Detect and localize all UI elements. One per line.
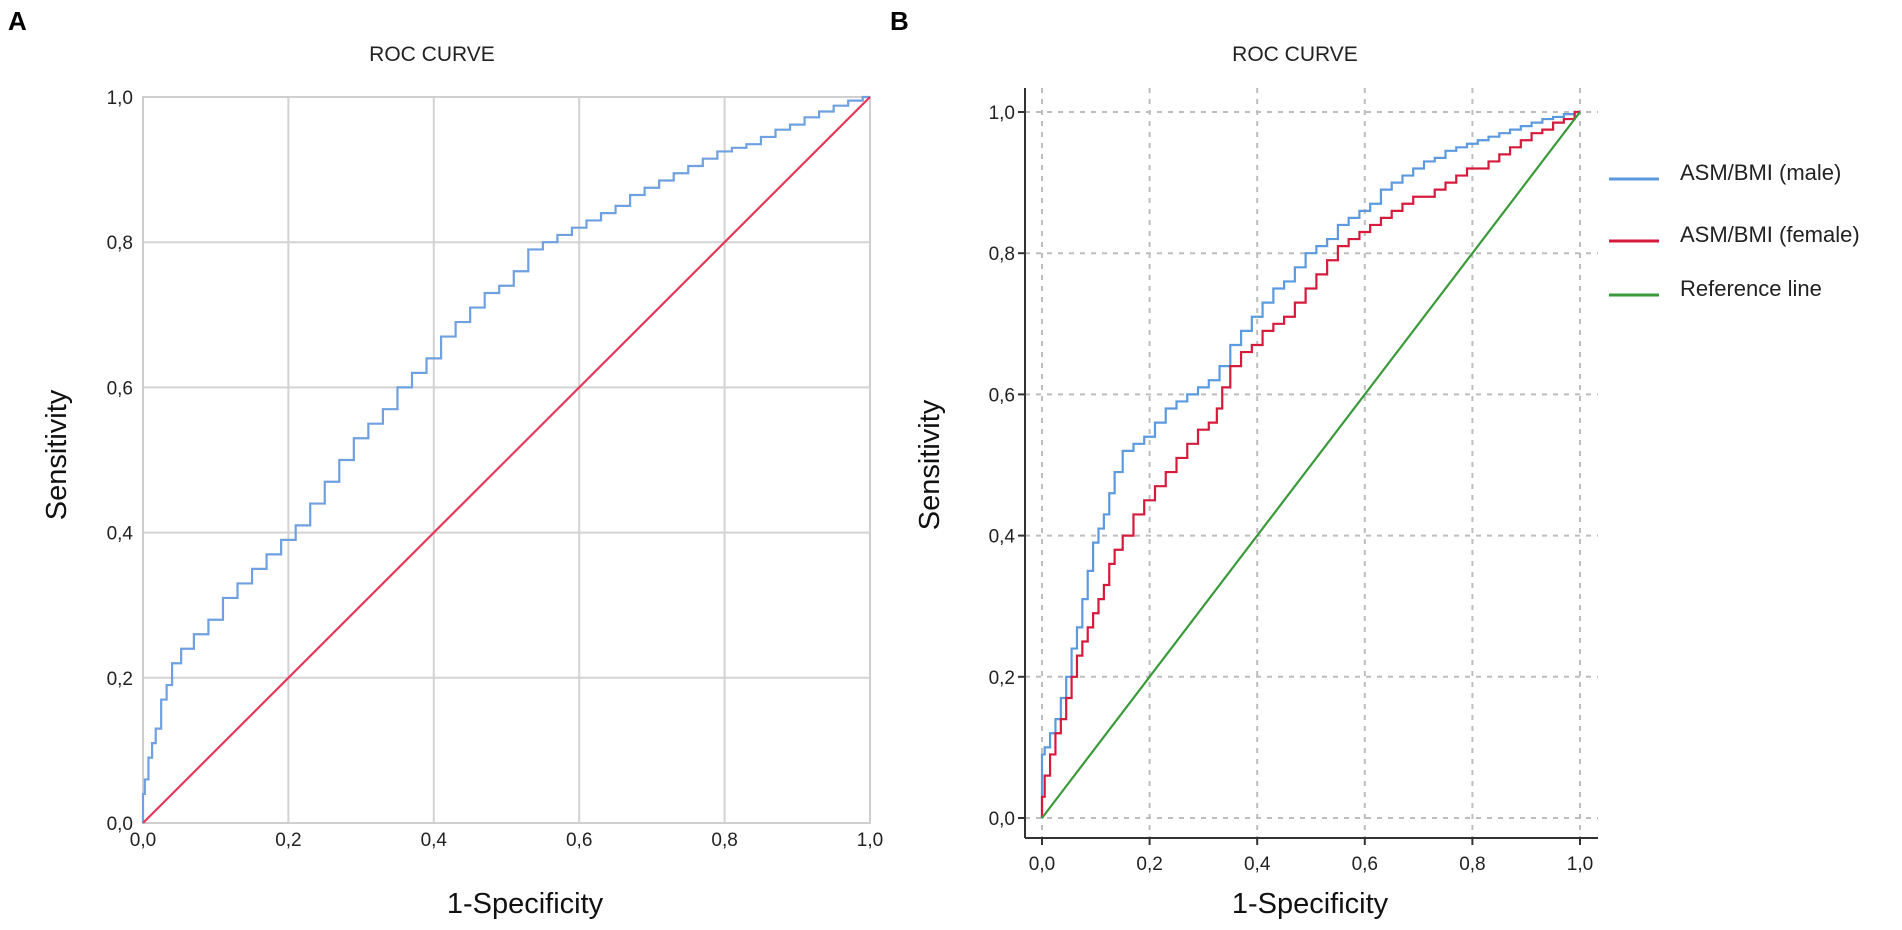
x-tick-label: 0,4 [1244, 854, 1271, 875]
panel-a-title: ROC CURVE [369, 43, 495, 66]
x-tick-label: 0,2 [275, 830, 301, 851]
x-tick-label: 0,8 [711, 830, 737, 851]
y-tick-label: 0,4 [107, 524, 134, 545]
y-tick-label: 0,2 [107, 669, 133, 690]
plot-frame [142, 96, 871, 824]
legend-label-asm-bmi-female: ASM/BMI (female) [1680, 222, 1860, 247]
y-tick-label: 0,6 [107, 378, 133, 399]
y-tick-label: 0,2 [989, 668, 1015, 689]
y-tick-label: 1,0 [989, 103, 1015, 124]
panel-b-legend: ASM/BMI (male) ASM/BMI (female) Reference … [1609, 160, 1860, 301]
x-tick-label: 0,6 [1352, 854, 1378, 875]
panel-a-y-ticks: 0,0 0,2 0,4 0,6 0,8 1,0 [107, 88, 134, 835]
panel-a-x-axis-label: 1-Specificity [447, 888, 604, 920]
x-tick-label: 0,2 [1136, 854, 1162, 875]
panel-a-y-axis-label: Sensitivity [41, 389, 73, 520]
panel-b-y-ticks: 0,0 0,2 0,4 0,6 0,8 1,0 [989, 103, 1016, 830]
panel-b-x-axis-label: 1-Specificity [1232, 888, 1389, 920]
panel-letter-b: B [890, 6, 909, 36]
series-line-reference [142, 96, 871, 824]
panel-b-grid [1018, 88, 1598, 845]
series-line-roc [141, 95, 870, 823]
legend-label-reference-line: Reference line [1680, 276, 1822, 301]
x-tick-label: 0,0 [130, 830, 156, 851]
y-tick-label: 1,0 [107, 88, 133, 109]
x-tick-label: 1,0 [1567, 854, 1593, 875]
y-tick-label: 0,8 [107, 233, 133, 254]
panel-b-title: ROC CURVE [1232, 43, 1358, 66]
y-tick-label: 0,4 [989, 527, 1016, 548]
panel-a-x-ticks: 0,0 0,2 0,4 0,6 0,8 1,0 [130, 830, 883, 851]
x-tick-label: 0,6 [566, 830, 592, 851]
panel-letter-a: A [8, 6, 27, 36]
panel-a-series [141, 95, 871, 824]
x-tick-label: 0,4 [421, 830, 448, 851]
panel-b-x-ticks: 0,0 0,2 0,4 0,6 0,8 1,0 [1029, 854, 1593, 875]
y-tick-label: 0,6 [989, 385, 1015, 406]
y-tick-label: 0,8 [989, 244, 1015, 265]
y-tick-label: 0,0 [989, 809, 1015, 830]
x-tick-label: 0,0 [1029, 854, 1055, 875]
legend-label-asm-bmi-male: ASM/BMI (male) [1680, 160, 1841, 185]
panel-b-y-axis-label: Sensitivity [914, 399, 946, 530]
series-line-asm-bmi-female [1040, 110, 1580, 818]
series-line-asm-bmi-male [1040, 110, 1580, 818]
x-tick-label: 1,0 [857, 830, 883, 851]
panel-a-grid [142, 96, 871, 824]
panel-b-chart: ROC CURVE 0,00,20,40,60,81,0 0,0 0,2 0,4 0,… [914, 43, 1860, 920]
panel-b-series [1040, 110, 1581, 819]
series-line-reference-line [1041, 111, 1581, 819]
y-tick-label: 0,0 [107, 814, 133, 835]
panel-a-chart: ROC CURVE 0,00,20,40,60,81,0 0,0 0,2 0,4 0,… [41, 43, 883, 920]
x-tick-label: 0,8 [1459, 854, 1485, 875]
